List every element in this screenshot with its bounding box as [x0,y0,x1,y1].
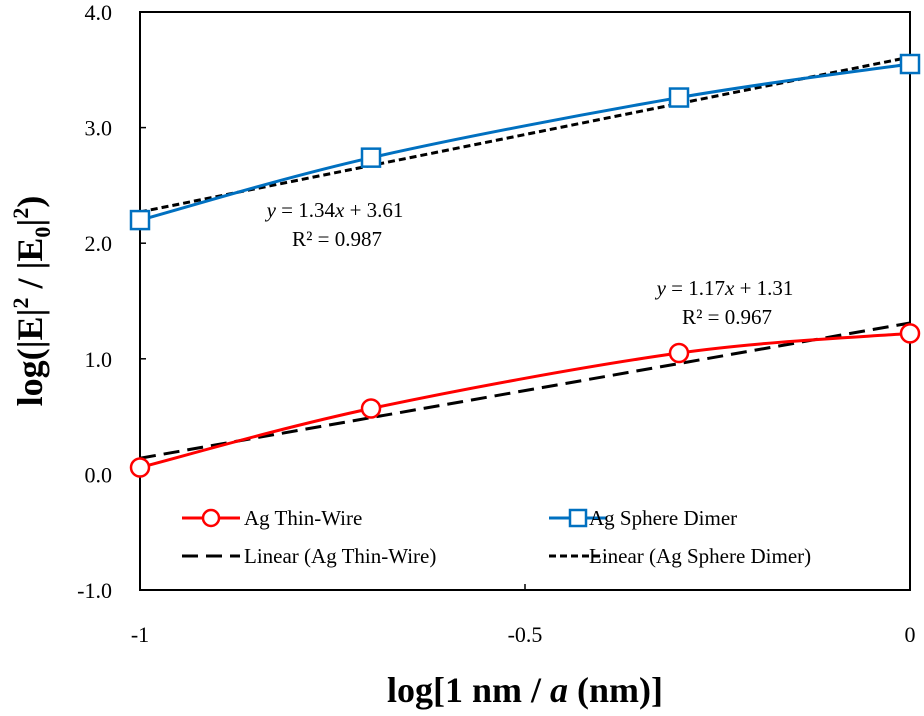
series [129,53,921,478]
x-tick-label: 0 [905,622,916,647]
legend: Ag Thin-Wire Ag Sphere Dimer Linear (Ag … [182,506,811,568]
trendlines [139,55,911,460]
x-tick-label: -1 [131,622,149,647]
legend-label-thin-wire: Ag Thin-Wire [244,506,362,530]
legend-marker-thin-wire [201,508,221,528]
legend-item-thin-wire: Ag Thin-Wire [182,506,362,530]
plot-area-frame [139,11,911,591]
thin-wire-equation: y = 1.17x + 1.31 [655,276,794,300]
data-point-thin-wire [360,398,382,419]
data-point-thin-wire [668,342,690,364]
data-point-thin-wire [899,323,921,344]
trendline-thin-wire [139,321,911,460]
legend-item-linear-sphere-dimer: Linear (Ag Sphere Dimer) [549,544,811,568]
y-tick-label: 1.0 [85,347,113,372]
data-point-sphere-dimer [129,209,151,231]
legend-label-linear-thin-wire: Linear (Ag Thin-Wire) [244,544,436,568]
series-line-sphere-dimer [139,62,911,222]
data-point-sphere-dimer [360,147,382,168]
thin-wire-r-squared: R² = 0.967 [682,305,772,329]
y-tick-label: 0.0 [85,462,113,487]
legend-marker-sphere-dimer [568,508,588,528]
x-tick-label: -0.5 [508,622,543,647]
legend-label-linear-sphere-dimer: Linear (Ag Sphere Dimer) [589,544,811,568]
data-point-thin-wire [129,457,151,478]
y-tick-label: 4.0 [85,0,113,25]
sphere-dimer-equation: y = 1.34x + 3.61 [265,198,404,222]
sphere-dimer-r-squared: R² = 0.987 [292,227,382,251]
legend-item-linear-thin-wire: Linear (Ag Thin-Wire) [182,544,436,568]
y-tick-label: 2.0 [85,231,113,256]
legend-item-sphere-dimer: Ag Sphere Dimer [549,506,737,530]
series-line-thin-wire [139,331,911,469]
x-axis: -1 -0.5 0 [131,584,916,647]
y-axis-title: log(|E|2 / |E0|2) [8,196,55,407]
data-point-sphere-dimer [668,87,690,108]
y-axis: -1.0 0.0 1.0 2.0 3.0 4.0 [77,0,146,603]
y-tick-label: -1.0 [77,578,112,603]
legend-label-sphere-dimer: Ag Sphere Dimer [589,506,737,530]
data-point-sphere-dimer [899,53,921,75]
x-axis-title: log[1 nm / a (nm)] [387,670,663,710]
y-tick-label: 3.0 [85,116,113,141]
